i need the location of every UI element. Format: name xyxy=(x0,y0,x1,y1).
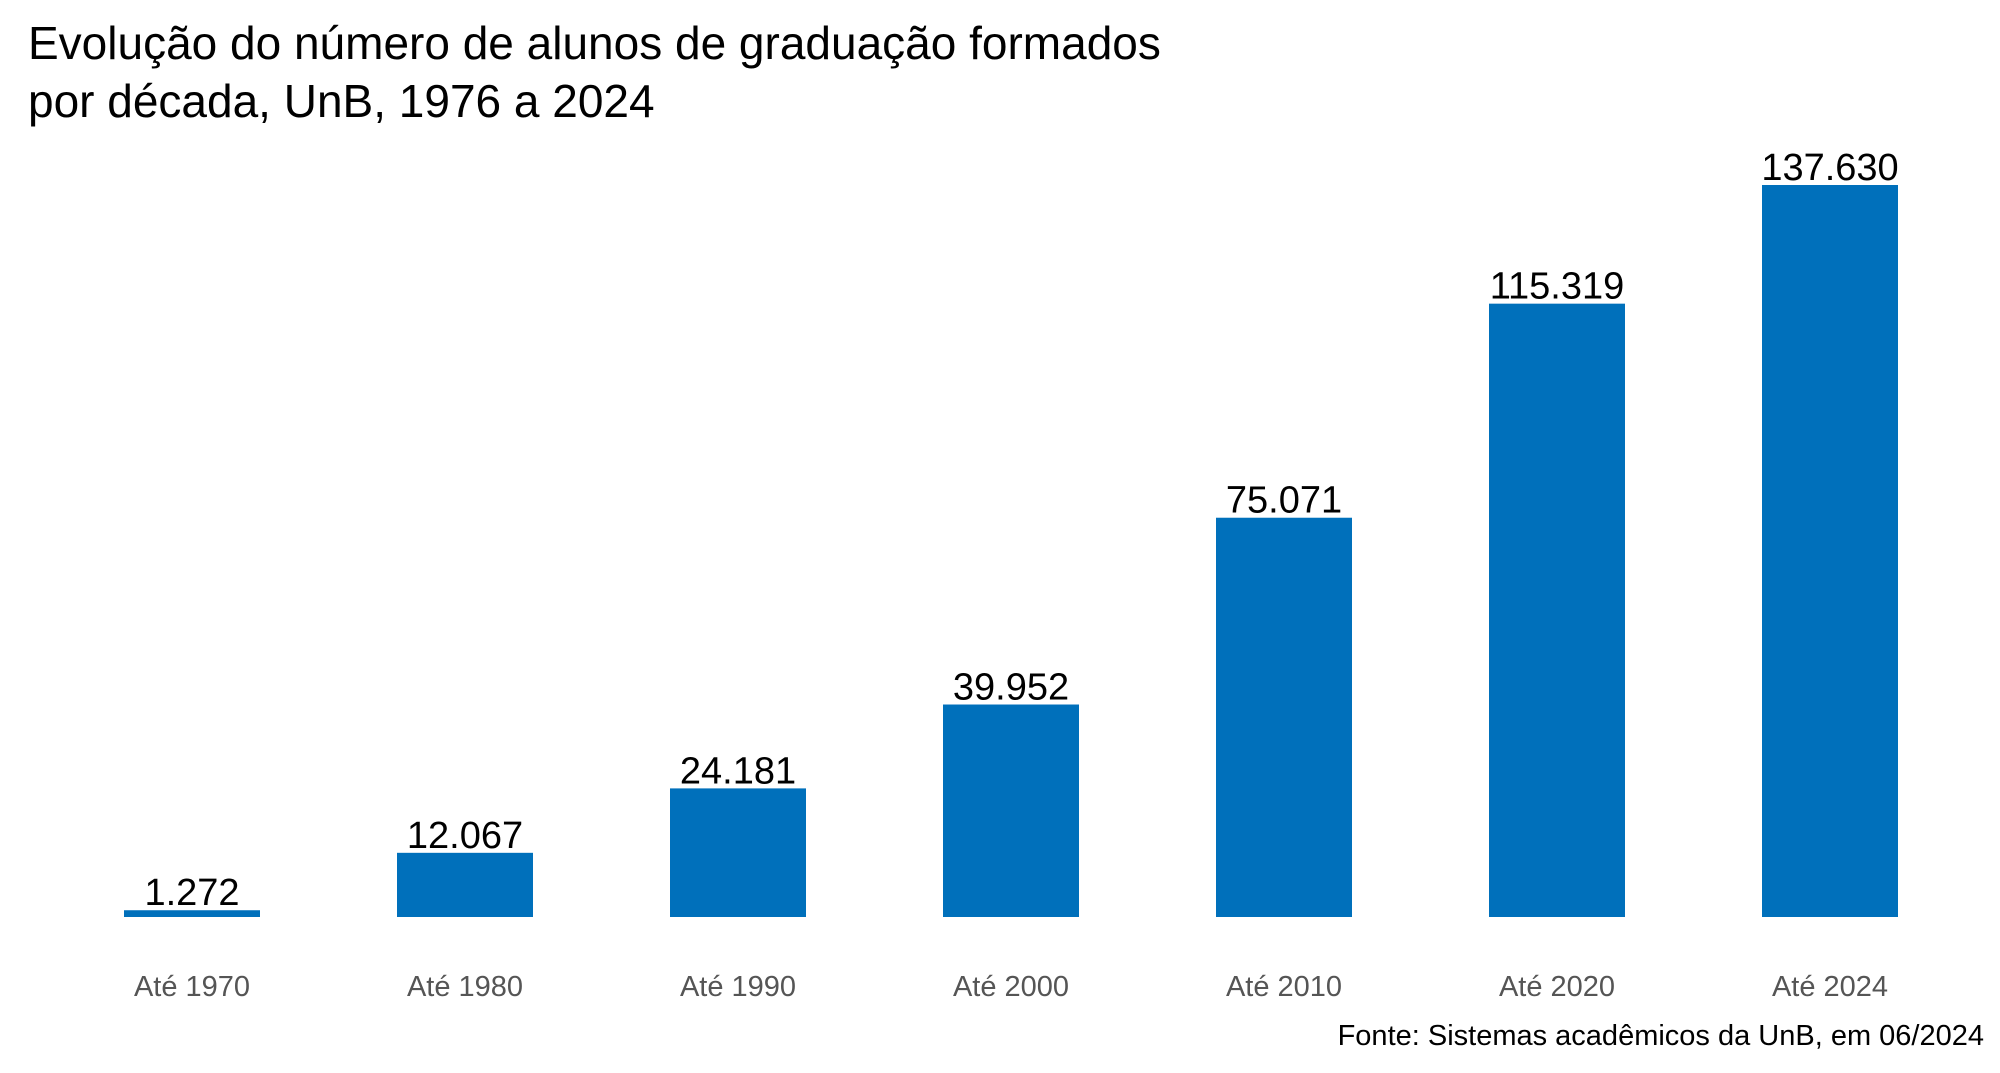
chart-title-line-1: Evolução do número de alunos de graduaçã… xyxy=(28,17,1161,69)
x-tick-label-1: Até 1970 xyxy=(134,971,250,1003)
bar-4 xyxy=(943,704,1079,917)
bar-2 xyxy=(397,852,533,917)
bar-value-label-1: 1.272 xyxy=(144,872,239,914)
chart-title-line-2: por década, UnB, 1976 a 2024 xyxy=(28,75,655,127)
x-axis-tick-labels: Até 1970 Até 1980 Até 1990 Até 2000 Até 2010… xyxy=(134,971,1888,1003)
value-labels-group: 1.272 12.067 24.181 39.952 75.071 115.319 137.… xyxy=(144,147,1898,914)
source-note: Fonte: Sistemas acadêmicos da UnB, em 06… xyxy=(1337,1020,1984,1052)
x-tick-label-6: Até 2020 xyxy=(1499,971,1615,1003)
x-tick-label-4: Até 2000 xyxy=(953,971,1069,1003)
bar-5 xyxy=(1216,517,1352,917)
bar-1 xyxy=(124,910,260,917)
bar-6 xyxy=(1489,303,1625,917)
bar-value-label-4: 39.952 xyxy=(953,667,1069,709)
bar-3 xyxy=(670,788,806,917)
bar-value-label-2: 12.067 xyxy=(407,815,523,857)
bars-group xyxy=(124,185,1898,917)
bar-value-label-3: 24.181 xyxy=(680,750,796,792)
x-tick-label-5: Até 2010 xyxy=(1226,971,1342,1003)
chart-title: Evolução do número de alunos de graduaçã… xyxy=(28,14,1328,130)
bar-value-label-5: 75.071 xyxy=(1226,480,1342,522)
x-tick-label-2: Até 1980 xyxy=(407,971,523,1003)
bar-7 xyxy=(1762,185,1898,917)
x-tick-label-3: Até 1990 xyxy=(680,971,796,1003)
bar-value-label-7: 137.630 xyxy=(1761,147,1898,189)
x-tick-label-7: Até 2024 xyxy=(1772,971,1888,1003)
bar-value-label-6: 115.319 xyxy=(1490,266,1625,308)
